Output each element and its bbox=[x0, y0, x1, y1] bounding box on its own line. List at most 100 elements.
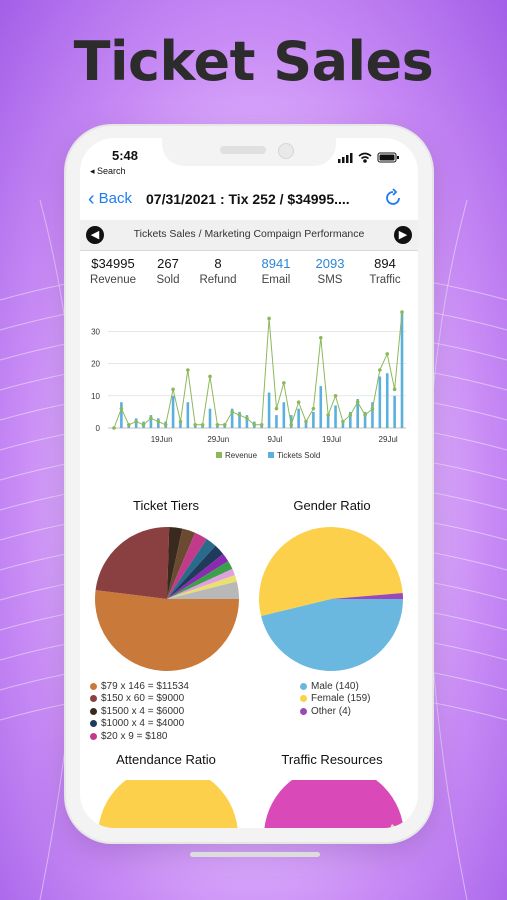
tickets-bar bbox=[400, 312, 404, 428]
tickets-bar bbox=[371, 402, 374, 428]
revenue-point bbox=[304, 419, 308, 424]
tickets-bar bbox=[275, 415, 278, 428]
revenue-point bbox=[200, 422, 205, 427]
ticket-tiers-pie bbox=[95, 527, 239, 672]
ticket-tiers-title: Ticket Tiers bbox=[133, 498, 199, 513]
legend-label-tickets: Tickets Sold bbox=[277, 451, 320, 460]
ticket-tier-slice bbox=[167, 528, 196, 599]
stat-traffic[interactable]: 894 Traffic bbox=[360, 256, 410, 286]
revenue-point bbox=[237, 413, 242, 417]
legend-item: $20 x 9 = $180 bbox=[90, 730, 189, 743]
revenue-point bbox=[141, 422, 146, 427]
revenue-point bbox=[156, 419, 161, 424]
stat-value: 8 bbox=[214, 256, 222, 271]
status-back-to-search[interactable]: ◂ Search bbox=[90, 166, 126, 176]
status-icons bbox=[338, 152, 399, 163]
tickets-bar bbox=[230, 408, 234, 428]
stat-value: $34995 bbox=[91, 256, 135, 271]
stat-value: 2093 bbox=[315, 256, 345, 271]
legend-dot bbox=[90, 720, 97, 728]
legend-item: Male (140) bbox=[300, 680, 370, 693]
previous-report-icon[interactable]: ◀ bbox=[86, 226, 104, 244]
revenue-point bbox=[163, 422, 168, 427]
traffic-slice-minor bbox=[390, 824, 397, 828]
stat-label: Refund bbox=[199, 274, 237, 286]
battery-icon bbox=[377, 152, 399, 163]
attendance-ratio-pie bbox=[98, 780, 238, 828]
legend-item: $150 x 60 = $9000 bbox=[90, 693, 189, 706]
revenue-point bbox=[230, 410, 234, 414]
stat-revenue[interactable]: $34995 Revenue bbox=[86, 256, 140, 286]
ticket-tiers-legend: $79 x 146 = $11534 $150 x 60 = $9000 $1500… bbox=[90, 680, 189, 743]
legend-item: $1500 x 4 = $6000 bbox=[90, 705, 189, 718]
ticket-tier-slice bbox=[167, 568, 235, 599]
x-tick-label: 29Jun bbox=[207, 435, 229, 444]
legend-label: Other (4) bbox=[311, 705, 352, 717]
x-tick-label: 19Jul bbox=[322, 435, 341, 444]
speaker-grille bbox=[220, 146, 266, 154]
tickets-bar bbox=[304, 421, 308, 428]
next-report-icon[interactable]: ▶ bbox=[394, 226, 412, 244]
refresh-icon[interactable] bbox=[382, 187, 404, 209]
legend-dot bbox=[90, 682, 97, 690]
x-tick-label: 29Jul bbox=[379, 435, 398, 444]
tickets-bar bbox=[341, 421, 345, 428]
revenue-point bbox=[318, 335, 323, 340]
legend-item: Female (159) bbox=[300, 693, 370, 706]
tickets-bar bbox=[349, 411, 352, 428]
legend-label-revenue: Revenue bbox=[225, 451, 258, 460]
legend-item: Other (4) bbox=[300, 705, 370, 718]
revenue-point bbox=[385, 352, 390, 356]
stats-row: $34995 Revenue 267 Sold 8 Refund 8941 Em… bbox=[80, 256, 418, 296]
revenue-point bbox=[259, 422, 264, 427]
legend-dot bbox=[300, 695, 307, 703]
stat-sms[interactable]: 2093 SMS bbox=[304, 256, 356, 286]
tickets-bar bbox=[289, 415, 293, 428]
wifi-icon bbox=[358, 152, 372, 163]
tickets-bar bbox=[186, 402, 190, 428]
revenue-point bbox=[311, 406, 316, 411]
revenue-point bbox=[282, 381, 286, 385]
legend-dot bbox=[90, 695, 97, 703]
tickets-bar bbox=[334, 405, 337, 428]
gender-ratio-title: Gender Ratio bbox=[293, 498, 371, 513]
tickets-bar bbox=[312, 411, 315, 428]
stat-label: Revenue bbox=[89, 274, 137, 286]
revenue-point bbox=[370, 406, 375, 411]
revenue-point bbox=[296, 400, 301, 405]
tickets-bar bbox=[208, 408, 212, 428]
camera-icon bbox=[278, 143, 294, 159]
stat-refund[interactable]: 8 Refund bbox=[196, 256, 240, 286]
revenue-point bbox=[208, 374, 212, 379]
tickets-bar bbox=[356, 399, 359, 428]
back-button[interactable]: ‹ Back bbox=[88, 189, 133, 209]
legend-label: Male (140) bbox=[311, 680, 359, 692]
stat-label: Sold bbox=[156, 274, 180, 286]
legend-swatch-tickets bbox=[268, 452, 274, 458]
legend-label: $79 x 146 = $11534 bbox=[101, 680, 189, 692]
legend-item: $79 x 146 = $11534 bbox=[90, 680, 189, 693]
legend-dot bbox=[90, 732, 97, 740]
x-tick-label: 19Jun bbox=[151, 435, 173, 444]
phone-notch bbox=[162, 138, 336, 166]
traffic-slice bbox=[264, 780, 404, 828]
back-label: Back bbox=[98, 190, 133, 207]
page-headline: Ticket Sales bbox=[73, 30, 434, 93]
tickets-bar bbox=[326, 415, 330, 428]
stat-value: 267 bbox=[157, 256, 179, 271]
stat-email[interactable]: 8941 Email bbox=[250, 256, 302, 286]
stat-sold[interactable]: 267 Sold bbox=[146, 256, 190, 286]
tickets-bar bbox=[393, 395, 396, 428]
stat-value: 894 bbox=[374, 256, 396, 271]
revenue-point bbox=[126, 422, 131, 427]
revenue-point bbox=[326, 413, 330, 417]
legend-dot bbox=[90, 707, 97, 715]
legend-item: $1000 x 4 = $4000 bbox=[90, 718, 189, 731]
tickets-bar bbox=[385, 373, 389, 428]
traffic-resources-pie bbox=[264, 780, 404, 828]
revenue-point bbox=[119, 406, 124, 411]
gender-slice bbox=[261, 599, 403, 671]
revenue-point bbox=[149, 416, 153, 421]
tickets-bar bbox=[179, 421, 182, 428]
revenue-point bbox=[186, 368, 190, 372]
